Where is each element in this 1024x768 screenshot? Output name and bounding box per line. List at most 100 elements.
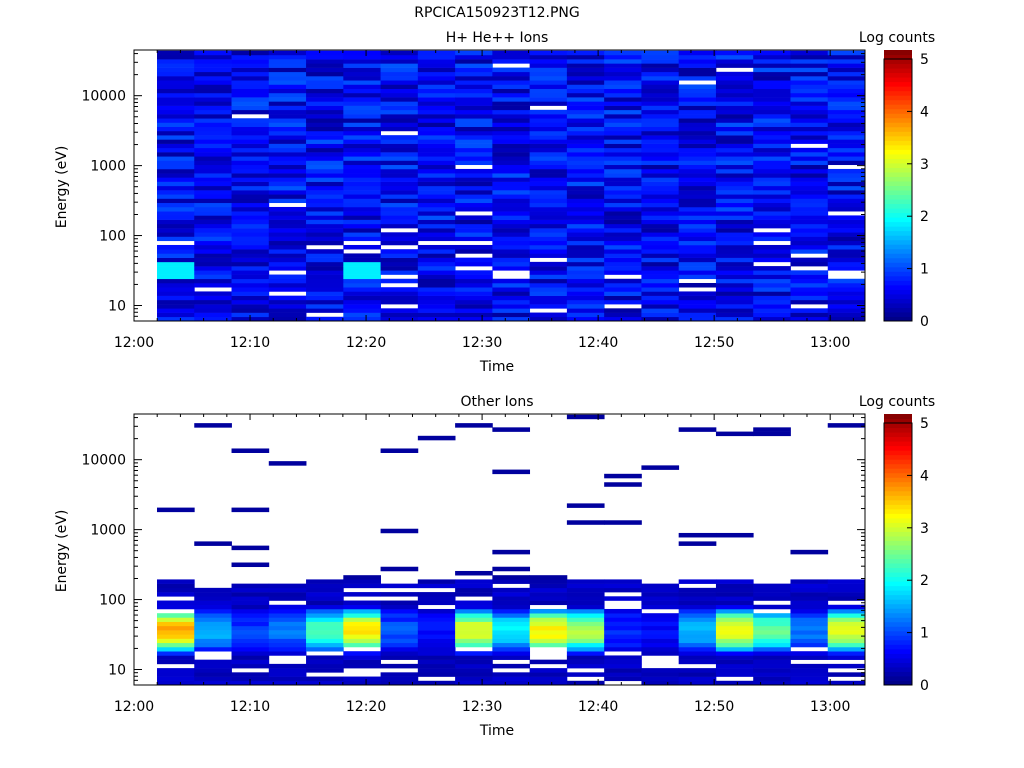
heatmap-bin — [417, 621, 456, 627]
heatmap-bin — [231, 118, 270, 123]
heatmap-bin — [529, 312, 568, 318]
heatmap-bin — [492, 427, 531, 432]
colorbar-segment — [884, 468, 912, 474]
heatmap-bin — [790, 80, 829, 85]
heatmap-bin — [417, 211, 456, 216]
heatmap-bin — [827, 634, 866, 639]
heatmap-bin — [790, 223, 829, 229]
heatmap-bin — [641, 604, 680, 610]
heatmap-bin — [715, 625, 754, 631]
heatmap-bin — [231, 130, 270, 136]
heatmap-bin — [529, 592, 568, 597]
heatmap-bin — [827, 114, 866, 119]
heatmap-bin — [827, 232, 866, 237]
heatmap-bin — [417, 126, 456, 132]
heatmap-bin — [417, 257, 456, 263]
heatmap-bin — [268, 646, 307, 652]
heatmap-bin — [715, 114, 754, 119]
colorbar-tick-label: 5 — [920, 416, 929, 432]
heatmap-bin — [753, 219, 791, 225]
colorbar-segment — [884, 190, 912, 196]
heatmap-bin — [343, 143, 381, 149]
heatmap-bin — [417, 274, 456, 280]
heatmap-bin — [529, 287, 568, 292]
heatmap-bin — [380, 59, 419, 64]
heatmap-bin — [157, 299, 195, 305]
y-tick-label: 100 — [99, 229, 126, 245]
heatmap-bin — [417, 270, 456, 275]
heatmap-bin — [604, 596, 642, 601]
heatmap-bin — [157, 194, 195, 199]
heatmap-bin — [753, 177, 791, 182]
heatmap-bin — [678, 228, 717, 233]
heatmap-bin — [529, 223, 568, 229]
heatmap-bin — [455, 54, 493, 60]
colorbar-segment — [884, 185, 912, 191]
heatmap-bin — [790, 50, 829, 56]
x-tick-label: 12:30 — [462, 699, 502, 715]
heatmap-bin — [417, 299, 456, 305]
heatmap-bin — [566, 71, 605, 77]
heatmap-bin — [268, 164, 307, 170]
heatmap-bin — [715, 651, 754, 656]
heatmap-bin — [604, 634, 642, 639]
heatmap-bin — [678, 541, 717, 546]
heatmap-bin — [753, 295, 791, 301]
heatmap-bin — [268, 663, 307, 669]
colorbar-frame — [883, 422, 913, 686]
colorbar-segment — [884, 517, 912, 523]
heatmap-bin — [492, 194, 531, 199]
heatmap-bin — [641, 282, 680, 288]
heatmap-bin — [455, 299, 493, 305]
heatmap-bin — [343, 92, 381, 98]
heatmap-bin — [306, 270, 344, 275]
heatmap-bin — [268, 316, 307, 322]
heatmap-bin — [231, 257, 270, 263]
heatmap-bin — [529, 668, 568, 673]
heatmap-bin — [715, 291, 754, 296]
heatmap-bin — [268, 194, 307, 199]
heatmap-bin — [417, 435, 456, 441]
heatmap-bin — [194, 672, 232, 677]
heatmap-bin — [343, 122, 381, 128]
heatmap-bin — [715, 596, 754, 601]
colorbar-segment — [884, 108, 912, 114]
heatmap-bin — [455, 621, 493, 627]
heatmap-bin — [455, 655, 493, 660]
heatmap-bin — [566, 228, 605, 233]
heatmap-bin — [306, 223, 344, 229]
heatmap-bin — [604, 194, 642, 199]
heatmap-bin — [231, 308, 270, 313]
heatmap-bin — [641, 587, 680, 593]
heatmap-bin — [641, 228, 680, 233]
colorbar-segment — [884, 194, 912, 200]
heatmap-bin — [343, 316, 381, 322]
heatmap-bin — [157, 630, 195, 635]
heatmap-bin — [380, 101, 419, 106]
heatmap-bin — [604, 185, 642, 191]
heatmap-bin — [790, 84, 829, 89]
heatmap-bin — [380, 54, 419, 60]
heatmap-bin — [343, 190, 381, 195]
heatmap-bin — [268, 114, 307, 119]
heatmap-bin — [753, 663, 791, 669]
heatmap-bin — [566, 282, 605, 288]
heatmap-bin — [715, 118, 754, 123]
heatmap-bin — [604, 253, 642, 258]
heatmap-bin — [343, 634, 381, 639]
heatmap-bin — [529, 71, 568, 77]
heatmap-bin — [231, 278, 270, 284]
heatmap-bin — [194, 76, 232, 81]
heatmap-bin — [492, 71, 531, 77]
heatmap-bin — [157, 587, 195, 593]
heatmap-bin — [566, 84, 605, 89]
heatmap-bin — [790, 135, 829, 140]
heatmap-bin — [380, 80, 419, 85]
heatmap-bin — [231, 282, 270, 288]
heatmap-bin — [715, 211, 754, 216]
heatmap-bin — [157, 274, 195, 280]
heatmap-bin — [604, 63, 642, 68]
heatmap-bin — [492, 206, 531, 212]
heatmap-bin — [306, 646, 344, 652]
